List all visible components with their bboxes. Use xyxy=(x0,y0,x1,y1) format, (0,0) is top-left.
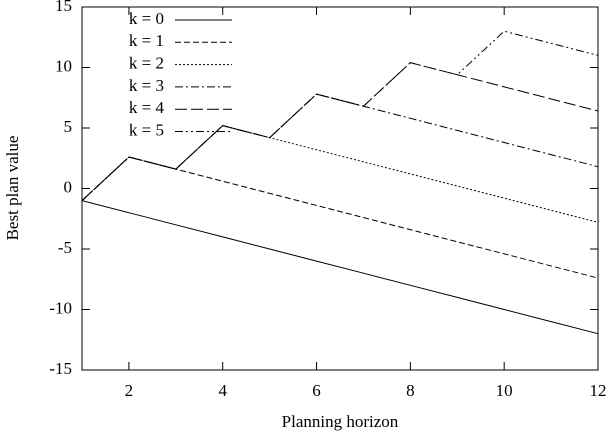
series-line xyxy=(81,30,599,201)
y-tick-label: 15 xyxy=(55,0,72,15)
x-tick-label: 10 xyxy=(496,381,513,400)
y-tick-label: 10 xyxy=(55,56,72,75)
legend-label: k = 5 xyxy=(129,120,164,139)
x-tick-label: 4 xyxy=(218,381,227,400)
y-tick-label: -15 xyxy=(49,359,72,378)
x-tick-label: 6 xyxy=(312,381,321,400)
x-tick-label: 8 xyxy=(406,381,415,400)
series-line xyxy=(81,156,599,279)
y-axis-label: Best plan value xyxy=(3,136,22,241)
legend-label: k = 4 xyxy=(129,98,165,117)
series-line xyxy=(81,200,599,335)
legend-label: k = 0 xyxy=(129,9,164,28)
x-tick-label: 12 xyxy=(590,381,607,400)
x-axis-label: Planning horizon xyxy=(282,412,399,431)
legend-label: k = 1 xyxy=(129,31,164,50)
series-line xyxy=(81,62,599,201)
y-tick-label: 0 xyxy=(64,177,73,196)
legend-label: k = 3 xyxy=(129,76,164,95)
x-tick-label: 2 xyxy=(125,381,134,400)
y-tick-label: -10 xyxy=(49,298,72,317)
y-tick-label: 5 xyxy=(64,117,73,136)
legend-label: k = 2 xyxy=(129,54,164,73)
y-tick-label: -5 xyxy=(58,238,72,257)
series-line xyxy=(81,125,599,223)
